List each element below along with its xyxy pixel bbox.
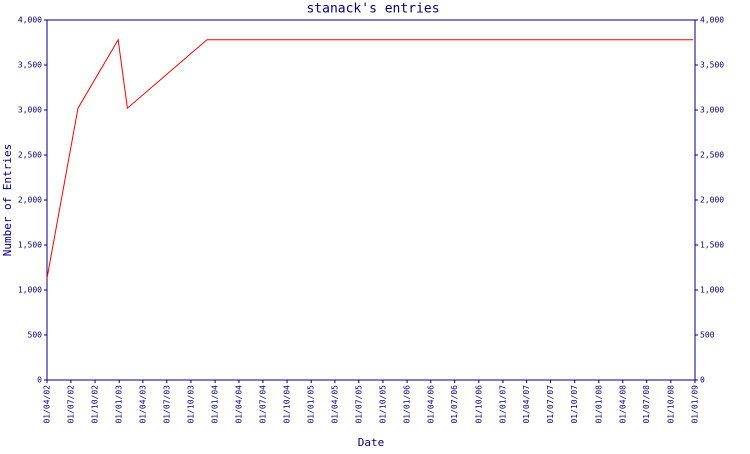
x-tick-label: 01/01/07 bbox=[498, 385, 507, 424]
y-tick-label: 4,000 bbox=[18, 16, 42, 25]
y-axis-label: Number of Entries bbox=[1, 144, 14, 257]
y2-tick-label: 1,000 bbox=[700, 286, 724, 295]
x-tick-label: 01/04/04 bbox=[235, 385, 244, 424]
y2-tick-label: 1,500 bbox=[700, 241, 724, 250]
x-tick-label: 01/04/07 bbox=[522, 385, 531, 424]
x-tick-label: 01/01/06 bbox=[403, 385, 412, 424]
data-line bbox=[46, 38, 694, 279]
x-tick-label: 01/01/08 bbox=[594, 385, 603, 424]
y2-tick-label: 4,000 bbox=[700, 16, 724, 25]
x-tick-label: 01/10/02 bbox=[91, 385, 100, 424]
x-axis-label: Date bbox=[358, 436, 385, 449]
x-tick-label: 01/04/08 bbox=[618, 385, 627, 424]
y2-tick-label: 2,000 bbox=[700, 196, 724, 205]
plot-frame bbox=[46, 19, 696, 381]
x-tick-label: 01/01/03 bbox=[115, 385, 124, 424]
y-tick-label: 0 bbox=[37, 376, 42, 385]
x-tick-label: 01/07/03 bbox=[162, 385, 171, 424]
y2-tick-label: 2,500 bbox=[700, 151, 724, 160]
y-tick-label: 2,500 bbox=[18, 151, 42, 160]
y-tick-label: 1,000 bbox=[18, 286, 42, 295]
x-tick-label: 01/10/05 bbox=[378, 385, 387, 424]
x-tick-label: 01/01/05 bbox=[307, 385, 316, 424]
x-tick-label: 01/07/07 bbox=[546, 385, 555, 424]
x-tick-label: 01/10/03 bbox=[186, 385, 195, 424]
x-tick-label: 01/07/06 bbox=[450, 385, 459, 424]
chart-title: stanack's entries bbox=[306, 2, 439, 17]
x-tick-label: 01/07/04 bbox=[258, 385, 267, 424]
x-tick-label: 01/04/02 bbox=[43, 385, 52, 424]
x-tick-label: 01/01/09 bbox=[691, 385, 700, 424]
y2-tick-label: 3,000 bbox=[700, 106, 724, 115]
x-tick-label: 01/07/08 bbox=[642, 385, 651, 424]
x-tick-label: 01/04/03 bbox=[138, 385, 147, 424]
y2-tick-label: 500 bbox=[700, 331, 715, 340]
y-tick-label: 3,000 bbox=[18, 106, 42, 115]
x-tick-label: 01/10/07 bbox=[570, 385, 579, 424]
x-tick-label: 01/07/05 bbox=[354, 385, 363, 424]
x-tick-label: 01/04/06 bbox=[426, 385, 435, 424]
y2-tick-label: 3,500 bbox=[700, 61, 724, 70]
x-tick-label: 01/04/05 bbox=[330, 385, 339, 424]
y-tick-label: 2,000 bbox=[18, 196, 42, 205]
y-tick-label: 3,500 bbox=[18, 61, 42, 70]
y2-tick-label: 0 bbox=[700, 376, 705, 385]
x-tick-label: 01/07/02 bbox=[66, 385, 75, 424]
x-tick-label: 01/10/04 bbox=[283, 385, 292, 424]
y-tick-label: 500 bbox=[28, 331, 43, 340]
x-tick-label: 01/01/04 bbox=[211, 385, 220, 424]
x-tick-label: 01/10/06 bbox=[474, 385, 483, 424]
y-tick-label: 1,500 bbox=[18, 241, 42, 250]
x-tick-label: 01/10/08 bbox=[666, 385, 675, 424]
